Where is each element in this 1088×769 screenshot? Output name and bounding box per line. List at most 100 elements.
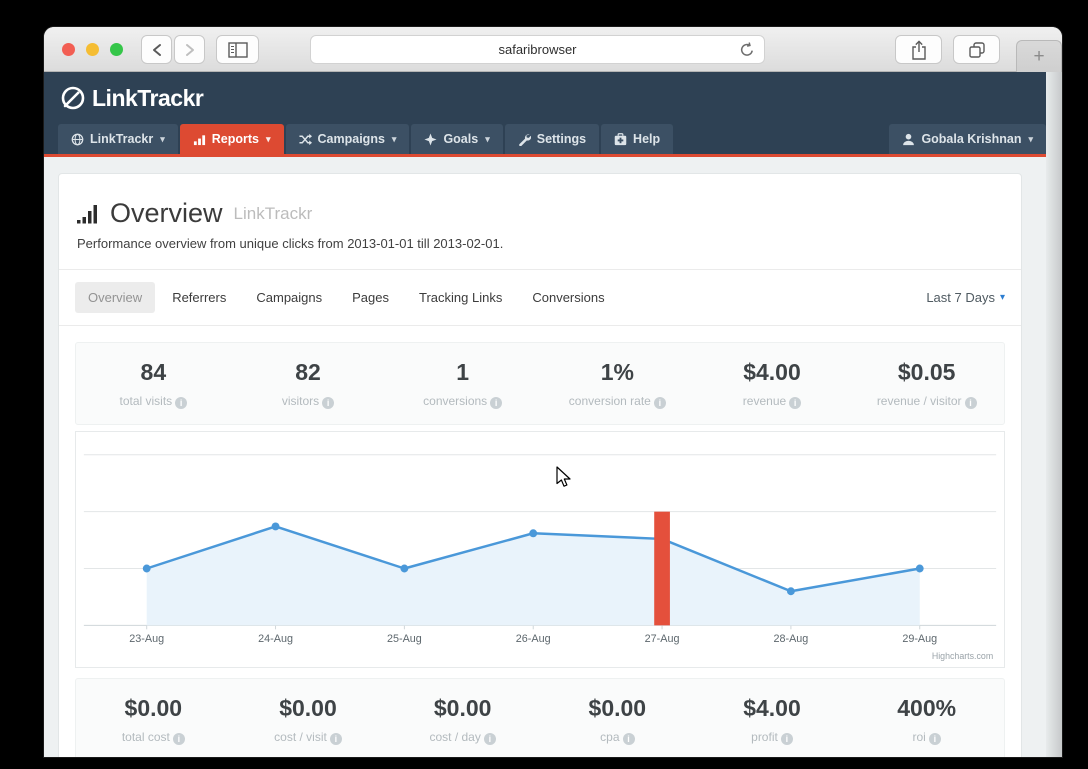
nav-item-label: LinkTrackr xyxy=(90,132,154,146)
tab-campaigns[interactable]: Campaigns xyxy=(256,290,323,305)
stat-value: $0.05 xyxy=(897,359,956,385)
area-chart-svg[interactable]: 23-Aug 24-Aug 25-Aug 26-Aug 27-Aug 28-Aug 29-A… xyxy=(76,432,1004,667)
info-icon[interactable]: i xyxy=(928,733,941,745)
tab-overview-button[interactable] xyxy=(953,35,1000,64)
nav-item-label: Reports xyxy=(211,132,259,146)
nav-item-reports[interactable]: Reports ▾ xyxy=(179,124,284,154)
stat-value: 84 xyxy=(140,359,167,385)
stat-revenue-per-visitor: $0.05 revenue / visitor i xyxy=(849,359,1004,409)
share-icon xyxy=(911,39,926,60)
stat-profit: $4.00 profit i xyxy=(695,695,850,745)
info-icon[interactable]: i xyxy=(172,733,185,745)
address-bar[interactable]: safaribrowser xyxy=(310,35,765,64)
tab-overview[interactable]: Overview xyxy=(75,282,156,313)
brand-name: LinkTrackr xyxy=(92,84,204,111)
report-tabs: Overview Referrers Campaigns Pages Track… xyxy=(59,269,1021,326)
stat-label: visitors xyxy=(281,394,320,408)
stat-label: cpa xyxy=(600,730,620,744)
stat-value: 82 xyxy=(295,359,321,385)
close-window-button[interactable] xyxy=(62,43,75,56)
svg-text:28-Aug: 28-Aug xyxy=(774,633,809,645)
stat-roi: 400% roi i xyxy=(849,695,1004,745)
page-title-suffix: LinkTrackr xyxy=(233,203,313,223)
stat-cpa: $0.00 cpa i xyxy=(540,695,695,745)
stat-cost-per-visit: $0.00 cost / visit i xyxy=(231,695,386,745)
nav-item-label: Goals xyxy=(443,132,479,146)
info-icon[interactable]: i xyxy=(322,397,335,409)
chevron-down-icon: ▾ xyxy=(266,133,271,144)
stat-label: conversions xyxy=(423,394,488,408)
nav-item-settings[interactable]: Settings xyxy=(504,124,600,154)
chevron-down-icon: ▾ xyxy=(160,133,165,144)
share-button[interactable] xyxy=(895,35,942,64)
stat-label: cost / day xyxy=(429,730,481,744)
nav-item-goals[interactable]: Goals ▾ xyxy=(411,124,503,154)
nav-item-label: Campaigns xyxy=(317,132,385,146)
nav-item-campaigns[interactable]: Campaigns ▾ xyxy=(285,124,410,154)
tab-referrers[interactable]: Referrers xyxy=(172,290,227,305)
nav-item-label: Help xyxy=(633,132,661,146)
info-icon[interactable]: i xyxy=(789,397,802,409)
stat-cost-per-day: $0.00 cost / day i xyxy=(385,695,540,745)
tabs-icon xyxy=(968,41,985,58)
info-icon[interactable]: i xyxy=(780,733,793,745)
nav-item-linktrackr[interactable]: LinkTrackr ▾ xyxy=(58,124,178,154)
info-icon[interactable]: i xyxy=(329,733,342,745)
info-icon[interactable]: i xyxy=(622,733,635,745)
stat-conversion-rate: 1% conversion rate i xyxy=(540,359,695,409)
reload-button[interactable] xyxy=(739,42,755,61)
scrollbar-track[interactable] xyxy=(1046,72,1062,757)
stat-value: $0.00 xyxy=(279,695,337,721)
tab-pages[interactable]: Pages xyxy=(352,290,390,305)
stat-label: profit xyxy=(751,730,778,744)
chevron-down-icon: ▾ xyxy=(485,133,490,144)
svg-text:23-Aug: 23-Aug xyxy=(129,633,164,645)
stat-label: cost / visit xyxy=(274,730,327,744)
stat-value: $0.00 xyxy=(588,695,647,721)
stat-label: revenue / visitor xyxy=(876,394,962,408)
visits-chart[interactable]: 23-Aug 24-Aug 25-Aug 26-Aug 27-Aug 28-Aug 29-A… xyxy=(75,431,1005,668)
browser-window: safaribrowser + LinkTrackr LinkTrackr ▾ xyxy=(44,27,1062,757)
info-icon[interactable]: i xyxy=(483,733,496,745)
stat-total-cost: $0.00 total cost i xyxy=(76,695,231,745)
brand-logo-icon xyxy=(61,86,85,110)
stat-conversions: 1 conversions i xyxy=(385,359,540,409)
shuffle-icon xyxy=(298,133,312,145)
chevron-down-icon: ▾ xyxy=(391,133,397,144)
zoom-window-button[interactable] xyxy=(110,43,123,56)
stat-value: 400% xyxy=(897,695,957,721)
info-icon[interactable]: i xyxy=(653,397,666,409)
brand-logo[interactable]: LinkTrackr xyxy=(60,84,204,112)
date-range-selector[interactable]: Last 7 Days ▾ xyxy=(926,290,1005,305)
nav-item-help[interactable]: Help xyxy=(601,124,674,154)
sidebar-toggle-button[interactable] xyxy=(216,35,259,64)
stat-total-visits: 84 total visits i xyxy=(76,359,231,409)
stat-visitors: 82 visitors i xyxy=(231,359,386,409)
page-content: Overview LinkTrackr Performance overview… xyxy=(44,157,1062,757)
info-icon[interactable]: i xyxy=(175,397,188,409)
new-tab-button[interactable]: + xyxy=(1016,40,1062,72)
info-icon[interactable]: i xyxy=(964,397,977,409)
stat-label: conversion rate xyxy=(568,394,651,408)
tab-tracking-links[interactable]: Tracking Links xyxy=(419,290,503,305)
chevron-down-icon: ▾ xyxy=(999,292,1005,303)
globe-icon xyxy=(71,133,84,145)
stat-label: revenue xyxy=(742,394,787,408)
chevron-right-icon xyxy=(185,43,194,56)
tab-conversions[interactable]: Conversions xyxy=(532,290,605,305)
forward-button[interactable] xyxy=(174,35,205,64)
back-button[interactable] xyxy=(141,35,172,64)
chevron-left-icon xyxy=(152,43,161,56)
wrench-icon xyxy=(518,133,531,146)
page-title: Overview xyxy=(110,198,223,228)
info-icon[interactable]: i xyxy=(490,397,503,409)
minimize-window-button[interactable] xyxy=(86,43,99,56)
stat-value: $4.00 xyxy=(743,695,801,721)
browser-titlebar: safaribrowser + xyxy=(44,27,1062,72)
svg-text:26-Aug: 26-Aug xyxy=(516,633,551,645)
user-name: Gobala Krishnan xyxy=(921,132,1022,146)
user-menu[interactable]: Gobala Krishnan ▾ xyxy=(889,124,1046,154)
stat-label: total visits xyxy=(119,394,173,408)
goal-star-icon xyxy=(424,132,437,146)
overview-card: Overview LinkTrackr Performance overview… xyxy=(58,173,1022,757)
